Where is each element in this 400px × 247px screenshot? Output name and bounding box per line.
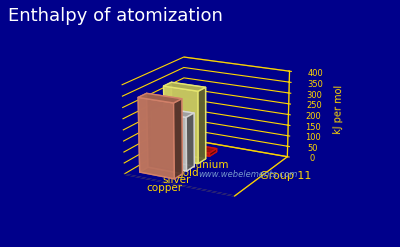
Text: Enthalpy of atomization: Enthalpy of atomization	[8, 7, 223, 25]
